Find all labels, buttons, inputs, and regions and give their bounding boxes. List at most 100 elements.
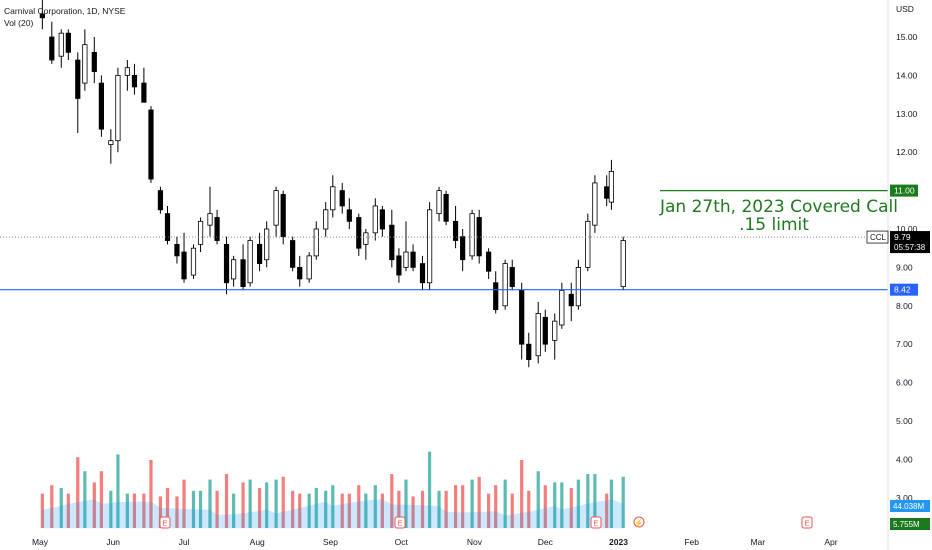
candle-body [174,243,180,257]
volume-bar [586,474,590,528]
volume-bar [380,493,384,528]
candle-body [363,232,369,245]
candle-body [493,282,499,311]
price-axis-unit: USD [896,4,914,14]
candle-body [419,263,426,284]
volume-bar [175,496,179,528]
price-tick-label: 7.00 [896,339,913,349]
volume-bar [257,488,262,528]
candle-body [585,220,591,268]
volume-bar [487,493,491,528]
target-price-text: 11.00 [894,186,915,196]
volume-bar [444,490,448,528]
target-price-tag [890,184,918,197]
volume-bar [182,479,186,528]
candle-body [509,266,515,287]
volume-ma-tag [890,500,930,512]
candle-body [372,205,378,234]
volume-bar [125,493,129,528]
volume-bar [420,490,425,528]
price-tick-label: 5.00 [896,416,913,426]
lightning-event-glyph: ⚡ [634,519,643,528]
time-tick-label: Aug [250,537,265,547]
candle-body [608,170,615,203]
candle-body [247,240,253,284]
volume-bar [76,457,80,528]
volume-bar [274,479,278,528]
volume-bar [357,485,361,528]
volume-bar [142,493,146,528]
ticker-text: CCL [870,233,887,242]
candle-body [148,109,154,180]
volume-bar [340,493,344,528]
volume-bar [411,496,415,528]
price-tick-label: 6.00 [896,378,913,388]
candle-body [91,51,97,72]
candle-body [82,44,88,84]
candle-body [389,224,395,261]
ticker-tag [866,230,889,244]
volume-bar [397,490,401,528]
candle-body [379,209,385,230]
candle-body [604,186,610,199]
candle-body [356,217,362,249]
volume-bar [191,490,196,528]
volume-bar [291,490,295,528]
volume-bar [248,479,252,528]
lightning-event-icon [633,516,645,528]
volume-bar [158,496,163,528]
candle-body [214,217,220,241]
candle-body [240,259,246,288]
candle-body [231,259,237,280]
countdown-text: 05:57:38 [894,243,926,252]
time-tick-label: 2023 [609,537,628,547]
candle-body [460,236,466,261]
candle-body [141,82,147,103]
support-price-text: 8.42 [894,285,911,295]
volume-bar [314,488,318,528]
candle-body [519,290,525,345]
earnings-event-icon [590,516,602,529]
candle-body [297,266,303,280]
candle-body [620,240,626,288]
volume-bar [609,479,614,528]
volume-bar [265,482,269,528]
annotation-line-1: Jan 27th, 2023 Covered Call [660,197,898,217]
volume-bar [307,493,311,528]
candle-body [115,75,121,142]
volume-bar [116,454,120,528]
volume-bar [198,490,203,528]
candle-body [65,32,71,53]
volume-bar [149,460,153,528]
chart-title: Carnival Corporation, 1D, NYSE [4,6,126,16]
volume-bar [605,493,609,528]
price-tick-label: 4.00 [896,454,913,464]
volume-bar [364,493,368,528]
volume-bar [40,493,44,528]
candle-body [207,213,213,226]
volume-bar [404,479,408,528]
volume-bar [347,493,351,528]
volume-bar [66,493,70,528]
candle-body [339,190,345,207]
candle-body [131,75,138,88]
time-tick-label: Mar [750,537,765,547]
volume-ma-area [42,499,624,529]
candle-body [486,251,492,272]
time-tick-label: Jul [179,537,190,547]
candle-body [190,247,197,276]
time-tick-label: Dec [538,537,554,547]
price-tick-label: 15.00 [896,32,918,42]
candle-body [39,13,45,19]
axes-layer: USD 15.00 14.00 13.00 12.00 11.00 10.00 9.00 8.0… [32,0,918,550]
time-tick-label: Sep [323,537,338,547]
volume-bar [324,490,328,528]
volume-bar [373,485,377,528]
candle-body [264,228,270,261]
volume-bar [576,479,580,528]
price-tick-label: 14.00 [896,70,918,80]
candle-body [476,217,482,257]
volume-bar [298,493,302,528]
candle-body [346,209,352,222]
